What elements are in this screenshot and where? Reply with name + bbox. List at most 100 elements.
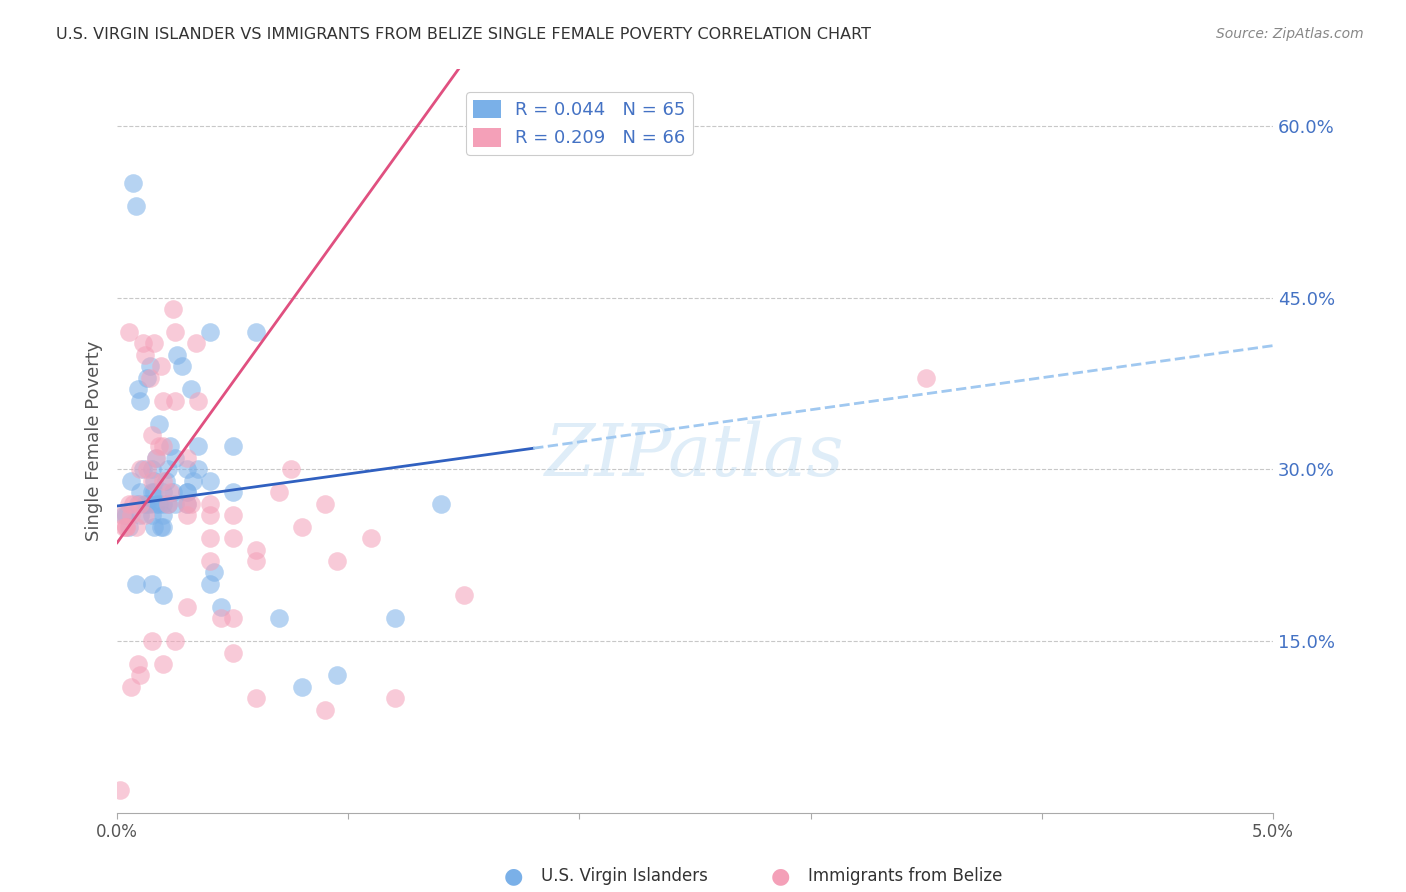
Point: [141, 577, 163, 591]
Point: [152, 508, 174, 523]
Point: [384, 691, 406, 706]
Point: [124, 577, 146, 591]
Point: [118, 325, 141, 339]
Text: U.S. Virgin Islanders: U.S. Virgin Islanders: [541, 867, 709, 885]
Point: [170, 359, 193, 374]
Point: [152, 439, 174, 453]
Point: [112, 519, 135, 533]
Point: [176, 599, 198, 614]
Point: [163, 393, 186, 408]
Point: [148, 417, 170, 431]
Point: [222, 508, 245, 523]
Point: [176, 485, 198, 500]
Point: [326, 554, 349, 568]
Point: [141, 462, 163, 476]
Point: [222, 646, 245, 660]
Point: [152, 657, 174, 671]
Point: [209, 599, 232, 614]
Point: [267, 485, 290, 500]
Point: [143, 336, 166, 351]
Point: [245, 325, 267, 339]
Text: ●: ●: [770, 866, 790, 886]
Point: [115, 519, 138, 533]
Point: [148, 439, 170, 453]
Point: [138, 497, 160, 511]
Point: [143, 474, 166, 488]
Point: [291, 680, 314, 694]
Point: [112, 508, 135, 523]
Point: [166, 348, 188, 362]
Point: [141, 474, 163, 488]
Point: [176, 462, 198, 476]
Text: ●: ●: [503, 866, 523, 886]
Point: [152, 474, 174, 488]
Point: [162, 301, 184, 316]
Point: [187, 439, 209, 453]
Point: [129, 393, 152, 408]
Point: [198, 474, 221, 488]
Point: [115, 519, 138, 533]
Point: [152, 497, 174, 511]
Point: [118, 497, 141, 511]
Point: [152, 485, 174, 500]
Point: [148, 497, 170, 511]
Point: [127, 382, 149, 396]
Point: [131, 336, 153, 351]
Point: [187, 393, 209, 408]
Point: [176, 485, 198, 500]
Point: [152, 393, 174, 408]
Point: [152, 588, 174, 602]
Point: [159, 439, 181, 453]
Point: [453, 588, 475, 602]
Point: [145, 497, 167, 511]
Point: [198, 554, 221, 568]
Point: [157, 462, 180, 476]
Point: [176, 508, 198, 523]
Point: [202, 566, 225, 580]
Point: [129, 485, 152, 500]
Point: [122, 497, 145, 511]
Point: [180, 382, 202, 396]
Text: ZIPatlas: ZIPatlas: [546, 420, 845, 491]
Point: [118, 519, 141, 533]
Point: [326, 668, 349, 682]
Point: [152, 519, 174, 533]
Point: [141, 428, 163, 442]
Point: [198, 497, 221, 511]
Point: [187, 462, 209, 476]
Point: [141, 634, 163, 648]
Point: [180, 497, 202, 511]
Point: [141, 508, 163, 523]
Point: [136, 462, 159, 476]
Point: [111, 508, 134, 523]
Point: [157, 497, 180, 511]
Point: [143, 485, 166, 500]
Point: [198, 531, 221, 545]
Point: [915, 370, 938, 384]
Point: [131, 462, 153, 476]
Y-axis label: Single Female Poverty: Single Female Poverty: [86, 341, 103, 541]
Point: [222, 439, 245, 453]
Point: [120, 680, 142, 694]
Point: [222, 531, 245, 545]
Point: [245, 554, 267, 568]
Point: [143, 519, 166, 533]
Point: [129, 497, 152, 511]
Point: [124, 199, 146, 213]
Point: [124, 519, 146, 533]
Point: [198, 508, 221, 523]
Point: [163, 450, 186, 465]
Point: [176, 497, 198, 511]
Point: [134, 497, 156, 511]
Point: [314, 497, 336, 511]
Point: [129, 462, 152, 476]
Point: [136, 370, 159, 384]
Point: [183, 474, 205, 488]
Point: [138, 359, 160, 374]
Point: [157, 497, 180, 511]
Point: [108, 783, 131, 797]
Point: [280, 462, 302, 476]
Point: [198, 325, 221, 339]
Point: [176, 450, 198, 465]
Point: [120, 474, 142, 488]
